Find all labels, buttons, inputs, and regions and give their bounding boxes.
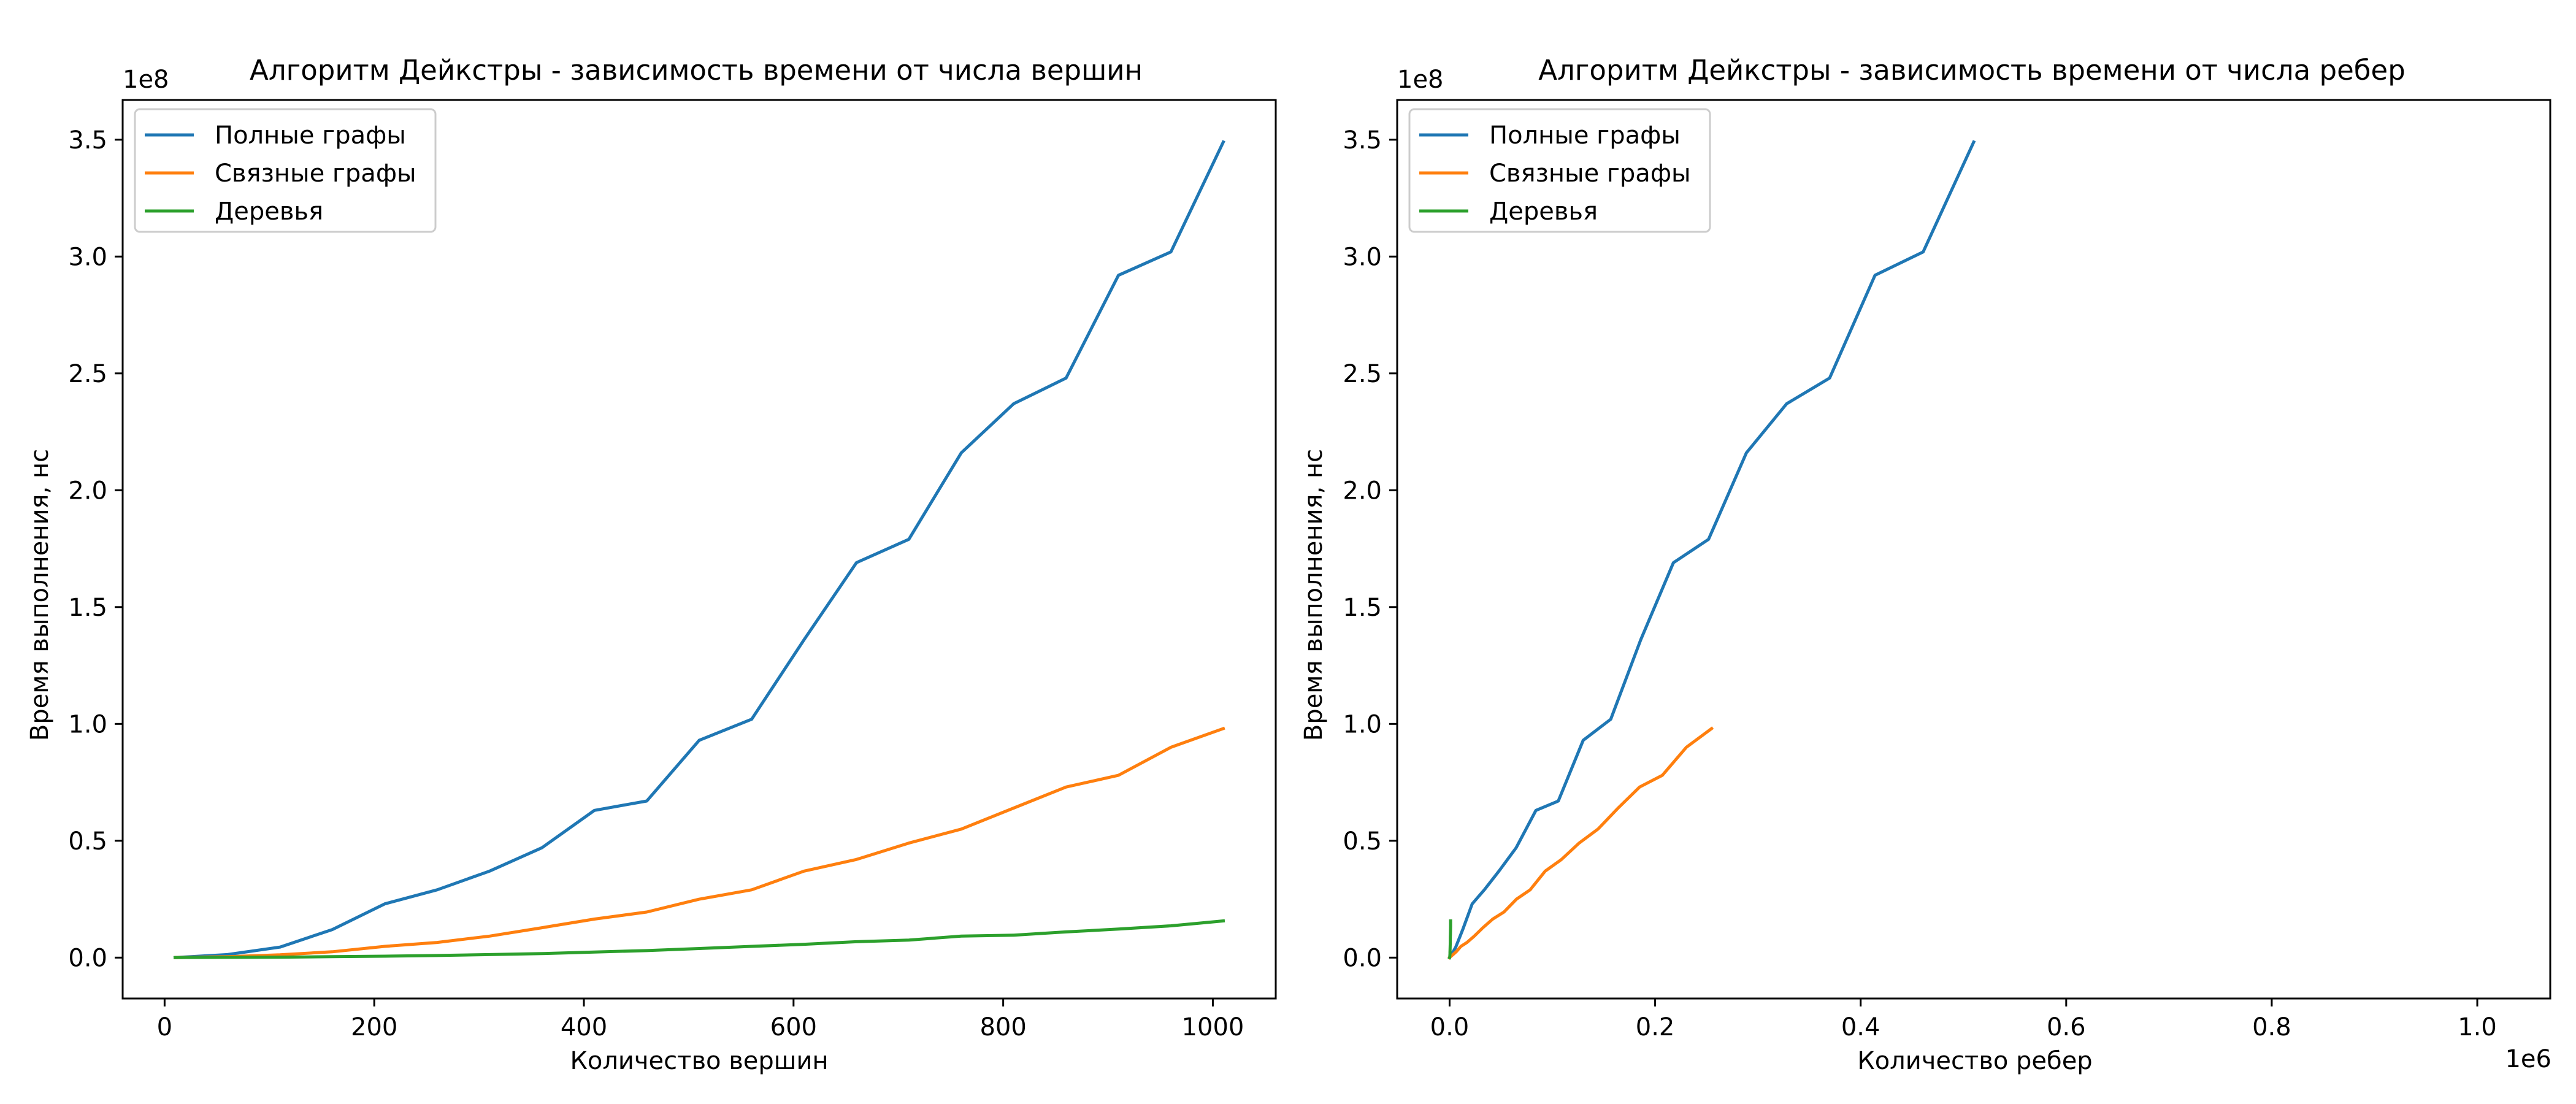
legend-label: Деревья <box>1489 197 1598 226</box>
y-tick-label: 3.0 <box>1343 243 1382 271</box>
y-tick-label: 2.5 <box>68 360 107 388</box>
legend-box <box>134 108 437 233</box>
y-tick-label: 2.0 <box>1343 477 1382 505</box>
legend-label: Полные графы <box>1489 121 1681 150</box>
y-offset-label: 1e8 <box>1397 66 1444 94</box>
x-tick-label: 1000 <box>1182 1013 1244 1041</box>
legend-box <box>1408 108 1711 233</box>
y-tick-label: 3.5 <box>68 126 107 155</box>
legend-label: Деревья <box>215 197 323 226</box>
y-offset-label: 1e8 <box>123 66 169 94</box>
y-axis-label: Время выполнения, нс <box>26 449 54 741</box>
y-tick-label: 1.5 <box>1343 594 1382 622</box>
legend-label: Связные графы <box>1489 159 1691 188</box>
plot-frame <box>1396 99 2551 1000</box>
series-line-3 <box>173 919 1225 959</box>
series-line-2 <box>173 726 1225 959</box>
chart-title: Алгоритм Дейкстры - зависимость времени … <box>250 54 1143 86</box>
chart-title: Алгоритм Дейкстры - зависимость времени … <box>1538 54 2405 86</box>
chart-panel-edges: Алгоритм Дейкстры - зависимость времени … <box>1300 54 2551 1075</box>
x-tick-label: 0.0 <box>1430 1013 1470 1041</box>
y-tick-label: 0.5 <box>68 827 107 856</box>
x-tick-label: 0 <box>157 1013 172 1041</box>
series-line-3 <box>1447 919 1452 960</box>
legend-label: Связные графы <box>215 159 416 188</box>
x-tick-label: 400 <box>561 1013 607 1041</box>
y-axis-label: Время выполнения, нс <box>1300 449 1328 741</box>
y-tick-label: 0.5 <box>1343 827 1382 856</box>
legend-label: Полные графы <box>215 121 406 150</box>
y-tick-label: 3.0 <box>68 243 107 271</box>
series-line-1 <box>173 140 1225 959</box>
x-tick-label: 600 <box>770 1013 817 1041</box>
series-line-2 <box>1447 726 1714 960</box>
x-tick-label: 0.2 <box>1636 1013 1675 1041</box>
x-axis-label: Количество ребер <box>1857 1047 2092 1075</box>
y-tick-label: 0.0 <box>68 944 107 972</box>
x-offset-label: 1e6 <box>2505 1045 2551 1073</box>
x-tick-label: 0.4 <box>1841 1013 1880 1041</box>
y-tick-label: 0.0 <box>1343 944 1382 972</box>
x-axis-label: Количество вершин <box>570 1047 828 1075</box>
x-tick-label: 1.0 <box>2458 1013 2497 1041</box>
series-line-1 <box>1447 140 1976 960</box>
x-tick-label: 800 <box>979 1013 1026 1041</box>
y-tick-label: 1.0 <box>1343 710 1382 738</box>
y-tick-label: 3.5 <box>1343 126 1382 155</box>
plot-frame <box>121 99 1277 1000</box>
y-tick-label: 1.5 <box>68 594 107 622</box>
chart-panel-vertices: Алгоритм Дейкстры - зависимость времени … <box>26 54 1277 1075</box>
x-tick-label: 0.6 <box>2047 1013 2086 1041</box>
x-tick-label: 0.8 <box>2252 1013 2291 1041</box>
y-tick-label: 1.0 <box>68 710 107 738</box>
y-tick-label: 2.0 <box>68 477 107 505</box>
y-tick-label: 2.5 <box>1343 360 1382 388</box>
x-tick-label: 200 <box>351 1013 397 1041</box>
